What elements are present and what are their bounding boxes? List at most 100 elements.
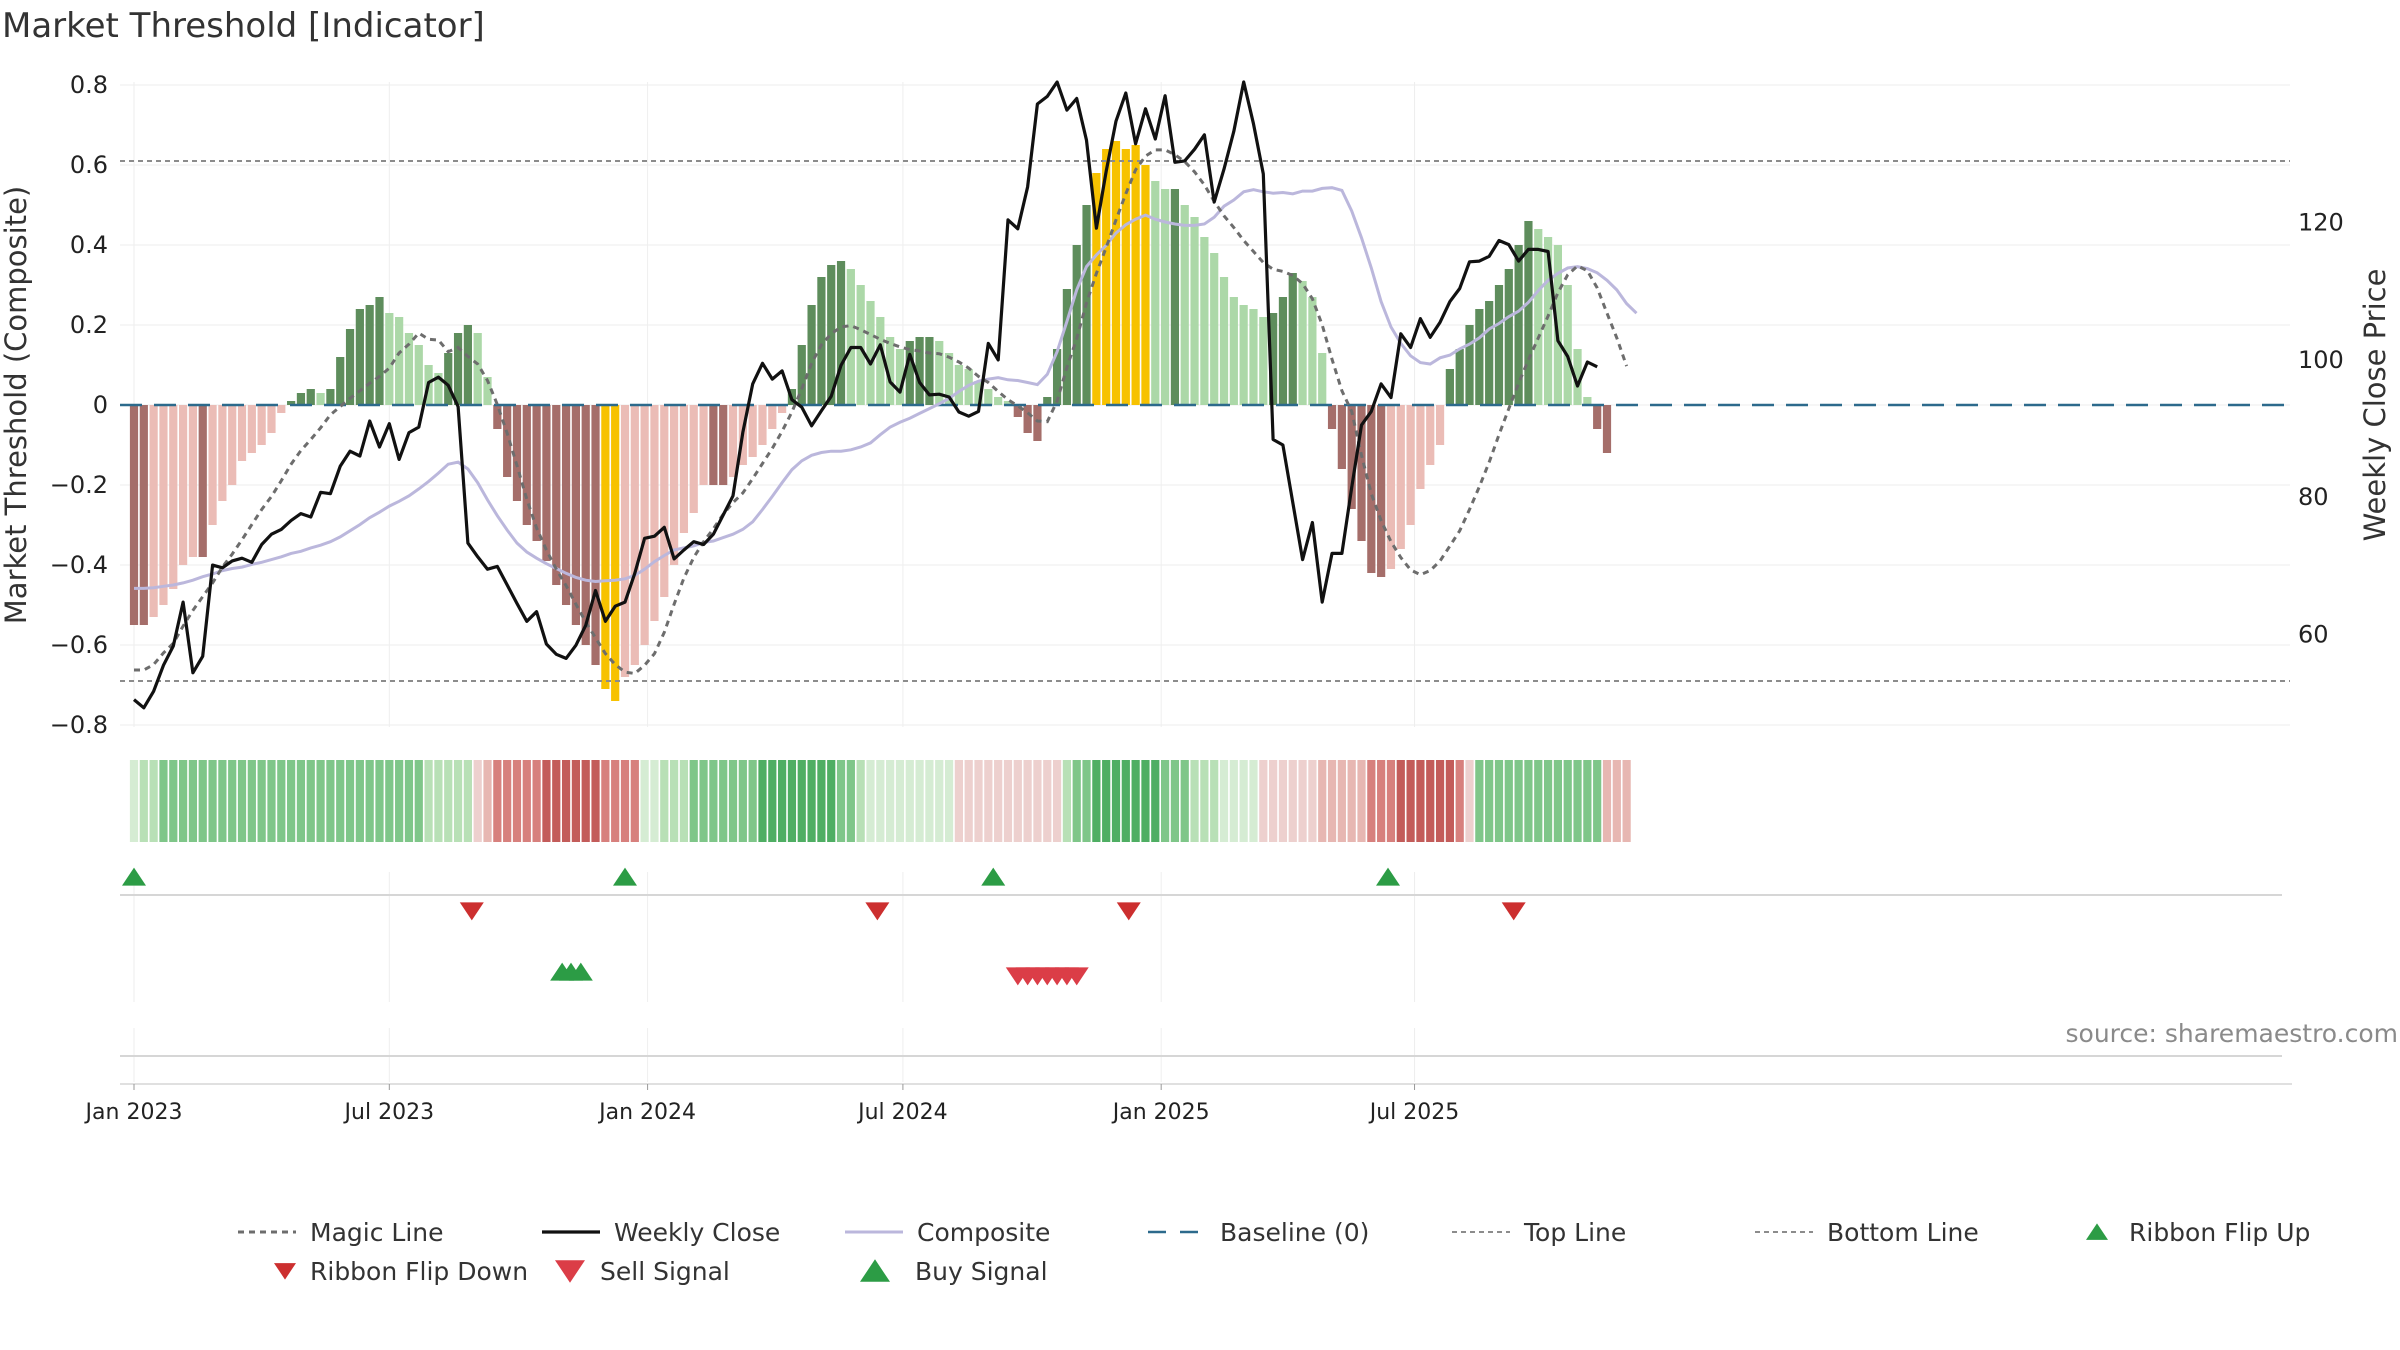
legend-item-6: Ribbon Flip Up <box>2086 1218 2310 1247</box>
ribbon-cell-101 <box>1121 760 1130 842</box>
ribbon-cell-126 <box>1367 760 1376 842</box>
bar-week-4 <box>169 405 178 589</box>
y-tick-left-6: −0.4 <box>50 551 108 579</box>
bar-week-107 <box>1180 205 1189 405</box>
ribbon-cell-24 <box>365 760 374 842</box>
ribbon-cell-93 <box>1043 760 1052 842</box>
ribbon-cell-114 <box>1249 760 1258 842</box>
bar-week-3 <box>159 405 168 605</box>
ribbon-cell-134 <box>1445 760 1454 842</box>
y-axis-label-left: Market Threshold (Composite) <box>0 186 33 624</box>
bar-week-56 <box>679 405 689 533</box>
bar-week-2 <box>149 405 158 617</box>
bar-week-50 <box>620 405 630 677</box>
ribbon-cell-69 <box>807 760 816 842</box>
ribbon-cell-133 <box>1435 760 1445 842</box>
ribbon-cell-26 <box>385 760 394 842</box>
bar-week-124 <box>1347 405 1356 509</box>
composite-line <box>134 186 1638 590</box>
source-label: source: sharemaestro.com <box>2066 1019 2399 1048</box>
bar-week-86 <box>974 381 983 405</box>
ribbon-cell-6 <box>188 760 198 842</box>
y-tick-left-0: 0.8 <box>70 71 108 99</box>
bar-week-70 <box>817 277 826 405</box>
ribbon-cell-131 <box>1416 760 1425 842</box>
ribbon-cell-139 <box>1494 760 1504 842</box>
ribbon-flip-up-marker-1 <box>613 867 637 886</box>
ribbon-cell-86 <box>974 760 983 842</box>
legend-item-3: Baseline (0) <box>1148 1218 1369 1247</box>
legend-label-8: Sell Signal <box>600 1257 730 1286</box>
bar-week-22 <box>345 329 355 405</box>
ribbon-cell-0 <box>129 760 139 842</box>
ribbon-cell-89 <box>1003 760 1013 842</box>
ribbon-cell-81 <box>925 760 934 842</box>
bar-week-140 <box>1504 269 1513 405</box>
bar-week-76 <box>876 317 885 405</box>
bar-week-16 <box>287 401 296 405</box>
ribbon-cell-19 <box>316 760 325 842</box>
bar-week-26 <box>385 313 394 405</box>
ribbon-cell-9 <box>218 760 227 842</box>
ribbon-cell-57 <box>689 760 698 842</box>
ribbon-cell-121 <box>1318 760 1327 842</box>
ribbon-cell-70 <box>817 760 826 842</box>
legend-label-6: Ribbon Flip Up <box>2129 1218 2310 1247</box>
bar-week-29 <box>414 345 423 405</box>
bar-week-101 <box>1121 149 1130 405</box>
ribbon-cell-62 <box>738 760 747 842</box>
bar-week-121 <box>1318 353 1327 405</box>
bar-week-89 <box>1003 401 1013 405</box>
bar-week-61 <box>728 405 738 477</box>
ribbon-cell-132 <box>1426 760 1435 842</box>
bar-week-122 <box>1327 405 1337 429</box>
ribbon-cell-27 <box>395 760 404 842</box>
bar-week-119 <box>1298 281 1307 405</box>
ribbon-cell-16 <box>287 760 296 842</box>
ribbon-cell-51 <box>630 760 639 842</box>
ribbon-cell-68 <box>797 760 806 842</box>
bar-week-120 <box>1308 297 1317 405</box>
legend-ribbon-flip-down-icon <box>274 1263 296 1280</box>
ribbon-cell-48 <box>601 760 610 842</box>
y-tick-left-7: −0.6 <box>50 631 108 659</box>
ribbon-cell-140 <box>1504 760 1513 842</box>
ribbon-cell-28 <box>404 760 414 842</box>
ribbon-cell-151 <box>1612 760 1621 842</box>
bar-week-128 <box>1386 405 1396 569</box>
ribbon-cell-74 <box>856 760 865 842</box>
legend-item-7: Ribbon Flip Down <box>274 1257 528 1286</box>
ribbon-cell-44 <box>561 760 571 842</box>
y-ticks: 0.8 0.6 0.4 0.2 0 −0.2 −0.4 −0.6 −0.8 120 100 80 60 <box>50 71 2344 739</box>
ribbon-cell-45 <box>571 760 580 842</box>
bar-week-92 <box>1033 405 1042 441</box>
y-tick-left-3: 0.2 <box>70 311 108 339</box>
ribbon-cell-10 <box>228 760 237 842</box>
ribbon-cell-64 <box>758 760 767 842</box>
ribbon-cell-4 <box>169 760 178 842</box>
bar-week-57 <box>689 405 698 513</box>
bar-week-141 <box>1514 245 1523 405</box>
bar-week-81 <box>925 337 934 405</box>
ribbon-cell-38 <box>503 760 512 842</box>
bar-week-80 <box>915 337 924 405</box>
ribbon-cell-43 <box>552 760 561 842</box>
ribbon-cell-53 <box>650 760 659 842</box>
bar-week-111 <box>1219 277 1229 405</box>
ribbon-cell-2 <box>149 760 158 842</box>
bar-week-129 <box>1396 405 1405 549</box>
bar-week-84 <box>954 365 963 405</box>
ribbon-cell-14 <box>267 760 276 842</box>
bar-week-35 <box>473 333 482 405</box>
y-tick-left-2: 0.4 <box>70 231 108 259</box>
bar-week-36 <box>483 377 492 405</box>
ribbon-cell-5 <box>179 760 188 842</box>
bar-week-28 <box>404 333 414 405</box>
ribbon-cell-104 <box>1151 760 1160 842</box>
ribbon-cell-128 <box>1386 760 1396 842</box>
legend-item-4: Top Line <box>1452 1218 1626 1247</box>
ribbon-cell-17 <box>296 760 306 842</box>
ribbon-cell-31 <box>434 760 443 842</box>
bar-week-48 <box>601 405 610 689</box>
ribbon-cell-42 <box>542 760 551 842</box>
